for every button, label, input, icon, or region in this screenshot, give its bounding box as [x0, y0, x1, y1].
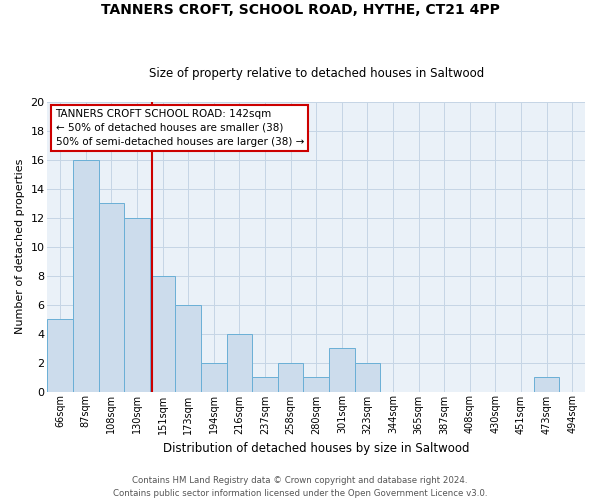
Bar [201, 362, 227, 392]
Text: TANNERS CROFT, SCHOOL ROAD, HYTHE, CT21 4PP: TANNERS CROFT, SCHOOL ROAD, HYTHE, CT21 … [101, 2, 499, 16]
Text: TANNERS CROFT SCHOOL ROAD: 142sqm
← 50% of detached houses are smaller (38)
50% : TANNERS CROFT SCHOOL ROAD: 142sqm ← 50% … [56, 109, 304, 147]
Bar [329, 348, 355, 392]
Bar [355, 362, 380, 392]
Bar [252, 377, 278, 392]
Title: Size of property relative to detached houses in Saltwood: Size of property relative to detached ho… [149, 66, 484, 80]
Bar [227, 334, 252, 392]
Bar [175, 304, 201, 392]
Bar [124, 218, 150, 392]
Bar [278, 362, 304, 392]
Bar [304, 377, 329, 392]
Bar [98, 203, 124, 392]
X-axis label: Distribution of detached houses by size in Saltwood: Distribution of detached houses by size … [163, 442, 469, 455]
Y-axis label: Number of detached properties: Number of detached properties [15, 159, 25, 334]
Bar [73, 160, 98, 392]
Bar [150, 276, 175, 392]
Text: Contains HM Land Registry data © Crown copyright and database right 2024.
Contai: Contains HM Land Registry data © Crown c… [113, 476, 487, 498]
Bar [534, 377, 559, 392]
Bar [47, 319, 73, 392]
